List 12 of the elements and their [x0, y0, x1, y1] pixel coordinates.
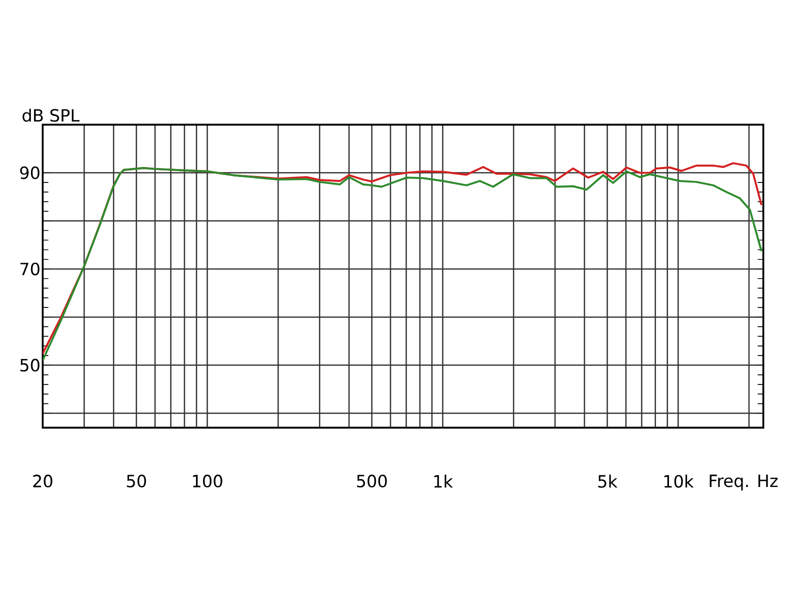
x-tick-label: 500	[357, 474, 387, 488]
x-tick-label: 20	[33, 474, 52, 488]
x-tick-label: 5k	[598, 474, 618, 488]
y-tick-label: 90	[20, 166, 40, 180]
x-tick-label: 1k	[434, 474, 453, 488]
x-tick-label: 50	[126, 474, 146, 488]
y-axis-title: dB SPL	[22, 108, 80, 122]
x-tick-label: 100	[193, 474, 222, 488]
x-axis-title: Freq. Hz	[710, 474, 778, 490]
y-tick-label: 70	[20, 262, 40, 276]
y-tick-label: 50	[20, 358, 40, 372]
x-tick-label: 10k	[664, 474, 694, 488]
